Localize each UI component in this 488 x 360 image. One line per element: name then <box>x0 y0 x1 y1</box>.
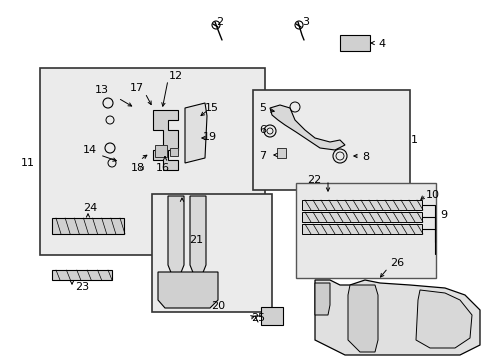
Text: 2: 2 <box>216 17 223 27</box>
Bar <box>252 90 409 190</box>
Bar <box>302 200 421 210</box>
Text: 4: 4 <box>377 39 385 49</box>
Text: 10: 10 <box>425 190 439 200</box>
Polygon shape <box>269 105 345 150</box>
Text: 24: 24 <box>82 203 97 213</box>
Polygon shape <box>314 280 479 355</box>
Text: 9: 9 <box>440 210 447 220</box>
Bar <box>295 183 435 278</box>
Polygon shape <box>314 283 329 315</box>
Bar <box>155 145 167 157</box>
Bar <box>276 148 285 158</box>
Text: 13: 13 <box>95 85 109 95</box>
Text: 20: 20 <box>210 301 224 311</box>
Text: 17: 17 <box>130 83 144 93</box>
Text: 6: 6 <box>259 125 266 135</box>
Text: 19: 19 <box>203 132 217 142</box>
Polygon shape <box>184 103 206 163</box>
Text: 21: 21 <box>188 235 203 245</box>
Polygon shape <box>158 272 218 308</box>
Text: 1: 1 <box>409 135 417 145</box>
Polygon shape <box>347 285 377 352</box>
Text: 14: 14 <box>83 145 97 155</box>
Polygon shape <box>153 110 178 170</box>
Text: 15: 15 <box>204 103 219 113</box>
Text: 22: 22 <box>306 175 321 185</box>
Bar <box>52 218 124 234</box>
Text: 7: 7 <box>259 151 266 161</box>
Text: 12: 12 <box>168 71 183 81</box>
Bar <box>170 148 178 156</box>
Polygon shape <box>168 196 183 275</box>
Polygon shape <box>190 196 205 275</box>
Text: 23: 23 <box>75 282 89 292</box>
Text: 16: 16 <box>156 163 170 173</box>
Bar <box>339 35 369 51</box>
Text: 8: 8 <box>361 152 368 162</box>
Text: 25: 25 <box>250 313 264 323</box>
Text: u: u <box>140 165 144 171</box>
Bar <box>52 270 112 280</box>
Text: 5: 5 <box>259 103 266 113</box>
Bar <box>40 68 264 255</box>
Text: 18: 18 <box>131 163 145 173</box>
Bar <box>152 194 271 312</box>
Bar <box>302 212 421 222</box>
Polygon shape <box>415 290 471 348</box>
Bar <box>261 307 283 325</box>
Text: 26: 26 <box>389 258 403 268</box>
Bar <box>302 224 421 234</box>
Text: 11: 11 <box>21 158 35 168</box>
Text: 3: 3 <box>302 17 309 27</box>
